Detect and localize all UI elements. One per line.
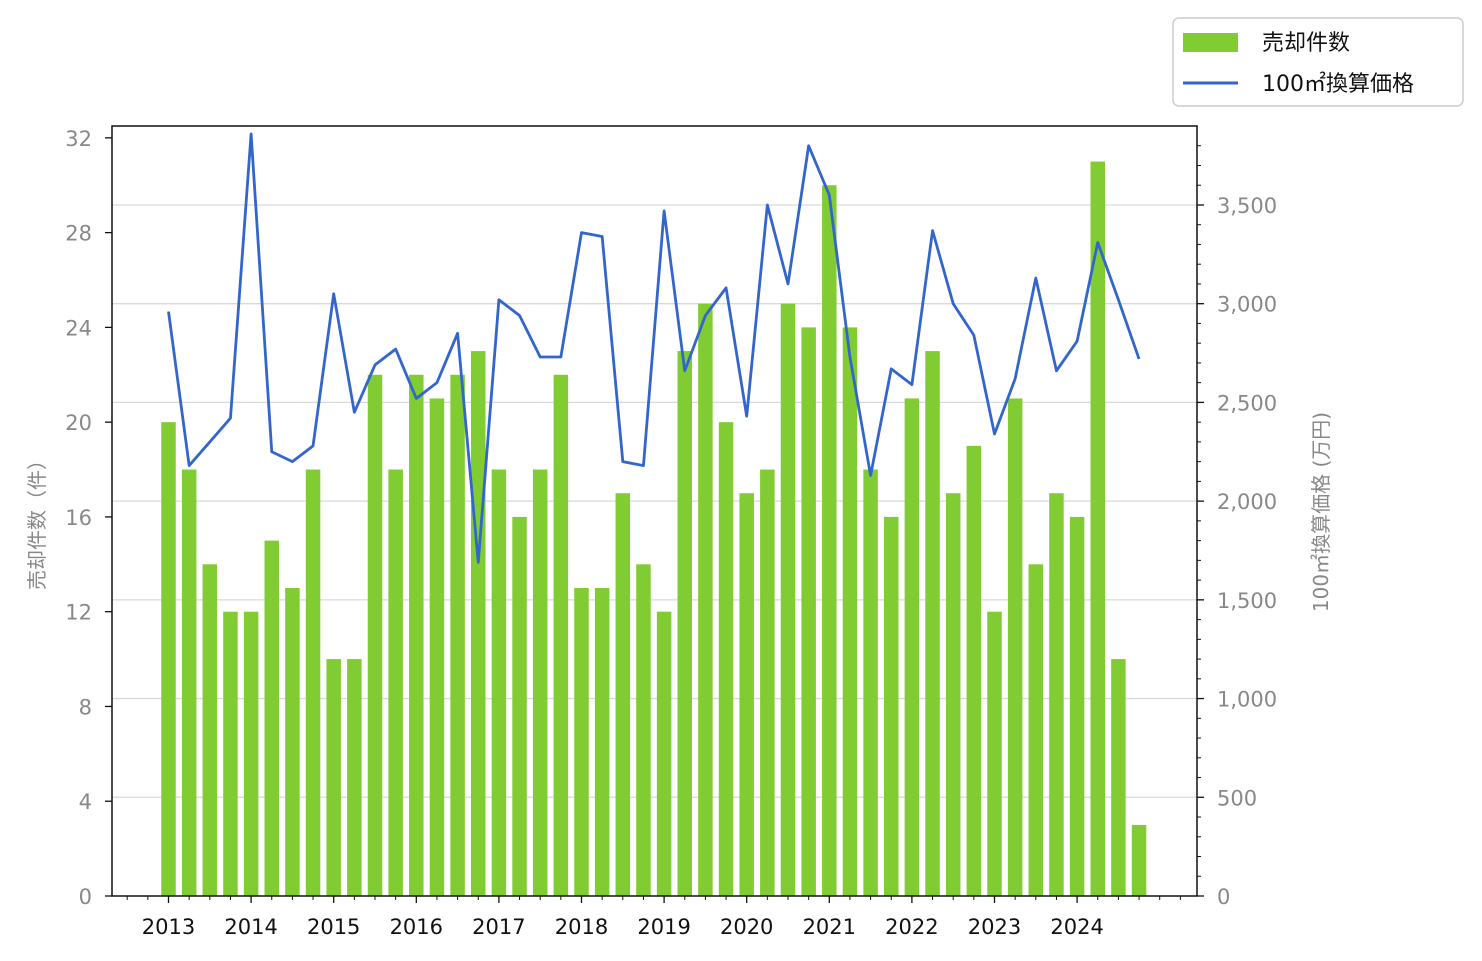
x-tick-label: 2022 <box>885 915 938 939</box>
bar <box>594 588 610 896</box>
bar <box>429 398 445 896</box>
bar <box>243 611 259 896</box>
bars <box>161 161 1147 897</box>
legend: 売却件数 100㎡換算価格 <box>1172 17 1464 107</box>
bar <box>202 564 218 896</box>
left-axis: 0 4 8 12 16 20 24 28 32 <box>65 127 112 909</box>
legend-frame <box>1172 17 1464 107</box>
y-tick-label-right: 2,000 <box>1217 490 1277 514</box>
bar <box>553 374 569 896</box>
bar <box>512 516 527 896</box>
bar <box>884 516 899 896</box>
x-tick-label: 2014 <box>224 915 277 939</box>
y-tick-label-right: 3,500 <box>1217 194 1277 218</box>
y-tick-label-left: 24 <box>65 316 92 340</box>
y-tick-label-right: 500 <box>1217 786 1257 810</box>
bar <box>1028 564 1044 896</box>
bar <box>636 564 651 896</box>
bar <box>161 422 176 896</box>
bar <box>1007 398 1023 896</box>
bar <box>739 493 754 896</box>
y-tick-label-left: 0 <box>79 885 92 909</box>
y-tick-label-left: 20 <box>65 411 92 435</box>
x-tick-label: 2021 <box>803 915 856 939</box>
bar <box>471 351 486 897</box>
y-tick-label-left: 28 <box>65 222 92 246</box>
bar <box>1049 493 1064 896</box>
bar <box>574 588 589 896</box>
bar <box>326 659 341 896</box>
bar <box>347 659 362 896</box>
bar <box>801 327 816 896</box>
bar <box>491 469 507 896</box>
y-tick-label-left: 32 <box>65 127 92 151</box>
y-tick-label-left: 8 <box>79 695 92 719</box>
y-tick-label-right: 1,000 <box>1217 688 1277 712</box>
y-tick-label-left: 16 <box>65 506 92 530</box>
x-tick-label: 2023 <box>968 915 1021 939</box>
bar <box>863 469 878 896</box>
bar <box>842 327 858 896</box>
y-tick-label-right: 2,500 <box>1217 391 1277 415</box>
bar <box>987 611 1002 896</box>
bar <box>904 398 920 896</box>
bar <box>264 540 279 896</box>
legend-label-line: 100㎡換算価格 <box>1262 71 1414 97</box>
bar <box>285 588 300 896</box>
bar <box>1131 824 1147 896</box>
bar <box>945 493 961 896</box>
price-line <box>167 132 1141 564</box>
x-tick-label: 2017 <box>472 915 525 939</box>
y-axis-label-right: 100㎡換算価格 (万円) <box>1309 412 1333 612</box>
x-axis: 2013 2014 2015 2016 2017 2018 2019 2020 2021 2022… <box>126 896 1181 939</box>
right-axis: 0 500 1,000 1,500 2,000 2,500 3,000 3,500 <box>1197 145 1277 909</box>
bar <box>615 493 631 896</box>
x-tick-label: 2024 <box>1050 915 1103 939</box>
bar <box>1111 659 1126 896</box>
x-tick-label: 2019 <box>637 915 690 939</box>
legend-label-bar: 売却件数 <box>1262 31 1350 56</box>
bar <box>698 303 713 896</box>
bar <box>822 185 837 896</box>
bar <box>450 374 465 896</box>
x-tick-label: 2018 <box>555 915 608 939</box>
y-axis-label-left: 売却件数（件） <box>25 450 49 590</box>
price-line-path <box>167 132 1141 564</box>
bar <box>1090 161 1105 897</box>
legend-bar-swatch <box>1183 33 1238 52</box>
y-tick-label-left: 12 <box>65 601 92 625</box>
x-tick-label: 2016 <box>390 915 443 939</box>
bar <box>780 303 796 896</box>
y-tick-label-left: 4 <box>79 790 92 814</box>
bar <box>181 469 197 896</box>
x-tick-label: 2015 <box>307 915 360 939</box>
bar <box>223 611 238 896</box>
bar <box>388 469 403 896</box>
bar <box>305 469 321 896</box>
y-tick-label-right: 1,500 <box>1217 589 1277 613</box>
bar <box>367 374 383 896</box>
bar <box>925 351 940 897</box>
y-tick-label-right: 3,000 <box>1217 293 1277 317</box>
bar <box>718 422 734 896</box>
bar <box>409 374 424 896</box>
plot-frame <box>111 125 1198 897</box>
x-tick-label: 2013 <box>142 915 195 939</box>
bar <box>1069 516 1085 896</box>
y-tick-label-right: 0 <box>1217 885 1230 909</box>
bar <box>656 611 672 896</box>
bar <box>677 351 692 897</box>
bar <box>966 445 982 896</box>
x-tick-label: 2020 <box>720 915 773 939</box>
bar <box>532 469 548 896</box>
bar <box>760 469 775 896</box>
